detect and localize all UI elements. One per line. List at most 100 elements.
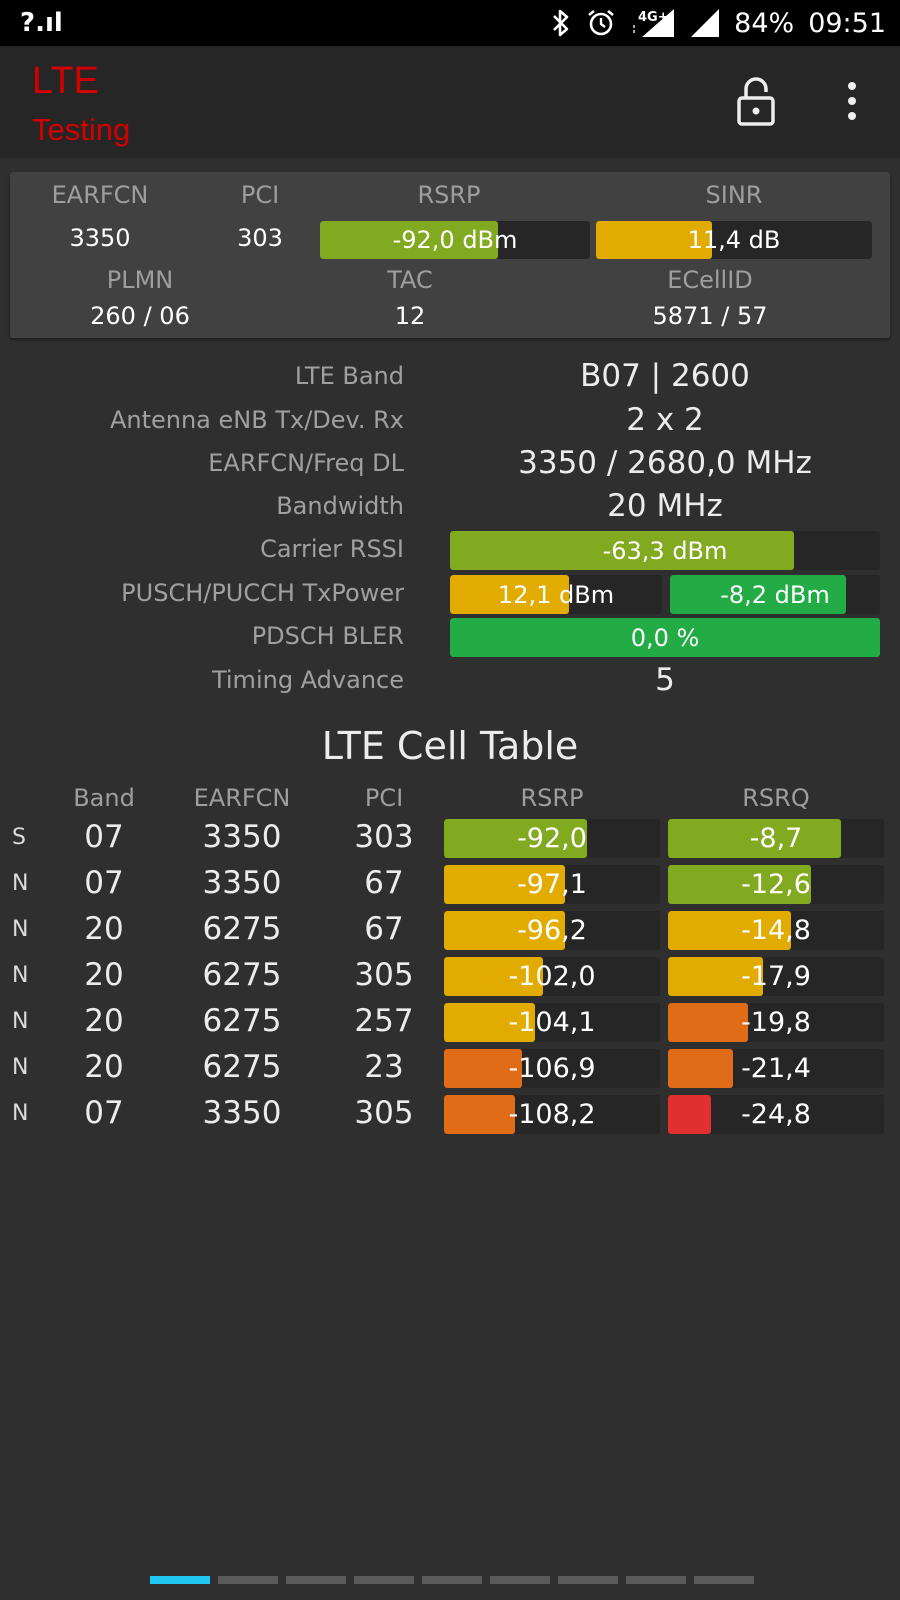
cell-rsrq-text: -19,8 <box>741 1007 811 1038</box>
earfcn-header: EARFCN <box>193 784 291 812</box>
cell-rsrp-bar-fill <box>444 819 587 858</box>
pusch-bar-fill <box>450 575 569 614</box>
table-row: N 07 3350 305 -108,2 -24,8 <box>0 1093 900 1137</box>
lock-icon[interactable] <box>736 76 776 126</box>
bandwidth-label: Bandwidth <box>276 492 404 520</box>
antenna-label: Antenna eNB Tx/Dev. Rx <box>109 406 404 434</box>
cell-rsrp-bar-fill <box>444 911 565 950</box>
tac-value: 12 <box>394 302 426 330</box>
cell-signal-icon <box>691 9 720 37</box>
status-bar: ?.ıl 4G+ 84% 09:51 <box>0 0 900 46</box>
freq-label: EARFCN/Freq DL <box>208 449 404 477</box>
rssi-bar-fill <box>450 531 794 570</box>
cell-rsrq-bar-fill <box>668 1049 733 1088</box>
cell-rsrq-bar: -14,8 <box>668 911 884 950</box>
page-dot[interactable] <box>626 1576 686 1584</box>
sinr-label: SINR <box>705 181 763 209</box>
bler-bar: 0,0 % <box>450 618 880 657</box>
pucch-bar-text: -8,2 dBm <box>720 580 830 609</box>
cell-pci: 23 <box>364 1049 404 1085</box>
battery-percent: 84% <box>734 7 795 39</box>
timing-advance-value: 5 <box>655 662 675 698</box>
cell-band: 07 <box>84 865 124 901</box>
page-dot[interactable] <box>490 1576 550 1584</box>
page-dot[interactable] <box>558 1576 618 1584</box>
plmn-label: PLMN <box>106 266 174 294</box>
cell-table-title: LTE Cell Table <box>321 724 579 768</box>
cell-rsrp-text: -108,2 <box>508 1099 596 1130</box>
page-dot[interactable] <box>218 1576 278 1584</box>
table-row: N 20 6275 67 -96,2 -14,8 <box>0 909 900 953</box>
cell-rsrp-bar-fill <box>444 1049 522 1088</box>
cell-rsrp-text: -97,1 <box>517 869 587 900</box>
pusch-bar: 12,1 dBm <box>450 575 662 614</box>
page-dot[interactable] <box>150 1576 210 1584</box>
cell-type: N <box>12 917 29 942</box>
sinr-bar: 11,4 dB <box>596 221 872 259</box>
cell-rsrq-bar-fill <box>668 865 811 904</box>
cell-rsrq-bar-fill <box>668 1003 748 1042</box>
network-4g-icon: 4G+ <box>633 9 675 37</box>
rsrp-bar-text: -92,0 dBm <box>392 226 518 254</box>
cell-rsrp-text: -106,9 <box>508 1053 596 1084</box>
pci-label: PCI <box>240 181 280 209</box>
cell-rsrq-bar: -8,7 <box>668 819 884 858</box>
cell-rsrp-bar-fill <box>444 957 544 996</box>
cell-rsrp-bar: -106,9 <box>444 1049 660 1088</box>
alarm-icon <box>588 9 614 36</box>
cell-rsrp-bar: -108,2 <box>444 1095 660 1134</box>
cell-rsrp-bar: -104,1 <box>444 1003 660 1042</box>
page-dot[interactable] <box>694 1576 754 1584</box>
page-dot[interactable] <box>422 1576 482 1584</box>
cell-rsrp-bar: -96,2 <box>444 911 660 950</box>
rsrp-header: RSRP <box>520 784 584 812</box>
cell-pci: 303 <box>354 819 414 855</box>
pci-value: 303 <box>237 224 283 252</box>
rssi-bar-text: -63,3 dBm <box>602 536 728 565</box>
cell-earfcn: 3350 <box>202 819 282 855</box>
lte-band-label: LTE Band <box>294 362 404 390</box>
table-row: N 20 6275 305 -102,0 -17,9 <box>0 955 900 999</box>
cell-rsrp-bar-fill <box>444 865 565 904</box>
cell-band: 20 <box>84 1003 124 1039</box>
more-options-icon[interactable] <box>838 80 866 122</box>
cell-type: N <box>12 871 29 896</box>
cell-rsrq-bar-fill <box>668 911 792 950</box>
bler-label: PDSCH BLER <box>251 622 404 650</box>
cell-band: 07 <box>84 819 124 855</box>
cell-rsrp-bar-fill <box>444 1003 535 1042</box>
app-subtitle: Testing <box>32 112 131 147</box>
rsrq-header: RSRQ <box>742 784 810 812</box>
bler-bar-text: 0,0 % <box>630 623 700 652</box>
cell-rsrq-text: -14,8 <box>741 915 811 946</box>
cell-rsrp-text: -96,2 <box>517 915 587 946</box>
bluetooth-icon <box>553 9 569 37</box>
cell-rsrp-bar: -97,1 <box>444 865 660 904</box>
cell-rsrp-bar-fill <box>444 1095 516 1134</box>
ecellid-value: 5871 / 57 <box>652 302 768 330</box>
page-dot[interactable] <box>354 1576 414 1584</box>
page-dot[interactable] <box>286 1576 346 1584</box>
cell-rsrq-bar: -12,6 <box>668 865 884 904</box>
cell-rsrq-text: -24,8 <box>741 1099 811 1130</box>
timing-advance-label: Timing Advance <box>211 666 404 694</box>
cell-rsrp-text: -104,1 <box>508 1007 596 1038</box>
cell-band: 20 <box>84 957 124 993</box>
freq-value: 3350 / 2680,0 MHz <box>518 445 812 481</box>
cell-type: N <box>12 1101 29 1126</box>
cell-rsrq-text: -17,9 <box>741 961 811 992</box>
bandwidth-value: 20 MHz <box>607 488 723 524</box>
cell-type: S <box>12 825 26 850</box>
rssi-label: Carrier RSSI <box>260 535 404 563</box>
page-indicator <box>150 1576 754 1584</box>
tac-label: TAC <box>387 266 433 294</box>
band-header: Band <box>73 784 135 812</box>
app-bar: LTE Testing <box>0 46 900 158</box>
cell-rsrq-text: -12,6 <box>741 869 811 900</box>
table-row: N 07 3350 67 -97,1 -12,6 <box>0 863 900 907</box>
pucch-bar-fill <box>670 575 847 614</box>
cell-earfcn: 6275 <box>202 1003 282 1039</box>
pci-header: PCI <box>364 784 404 812</box>
table-row: N 20 6275 257 -104,1 -19,8 <box>0 1001 900 1045</box>
bler-bar-fill <box>450 618 880 657</box>
